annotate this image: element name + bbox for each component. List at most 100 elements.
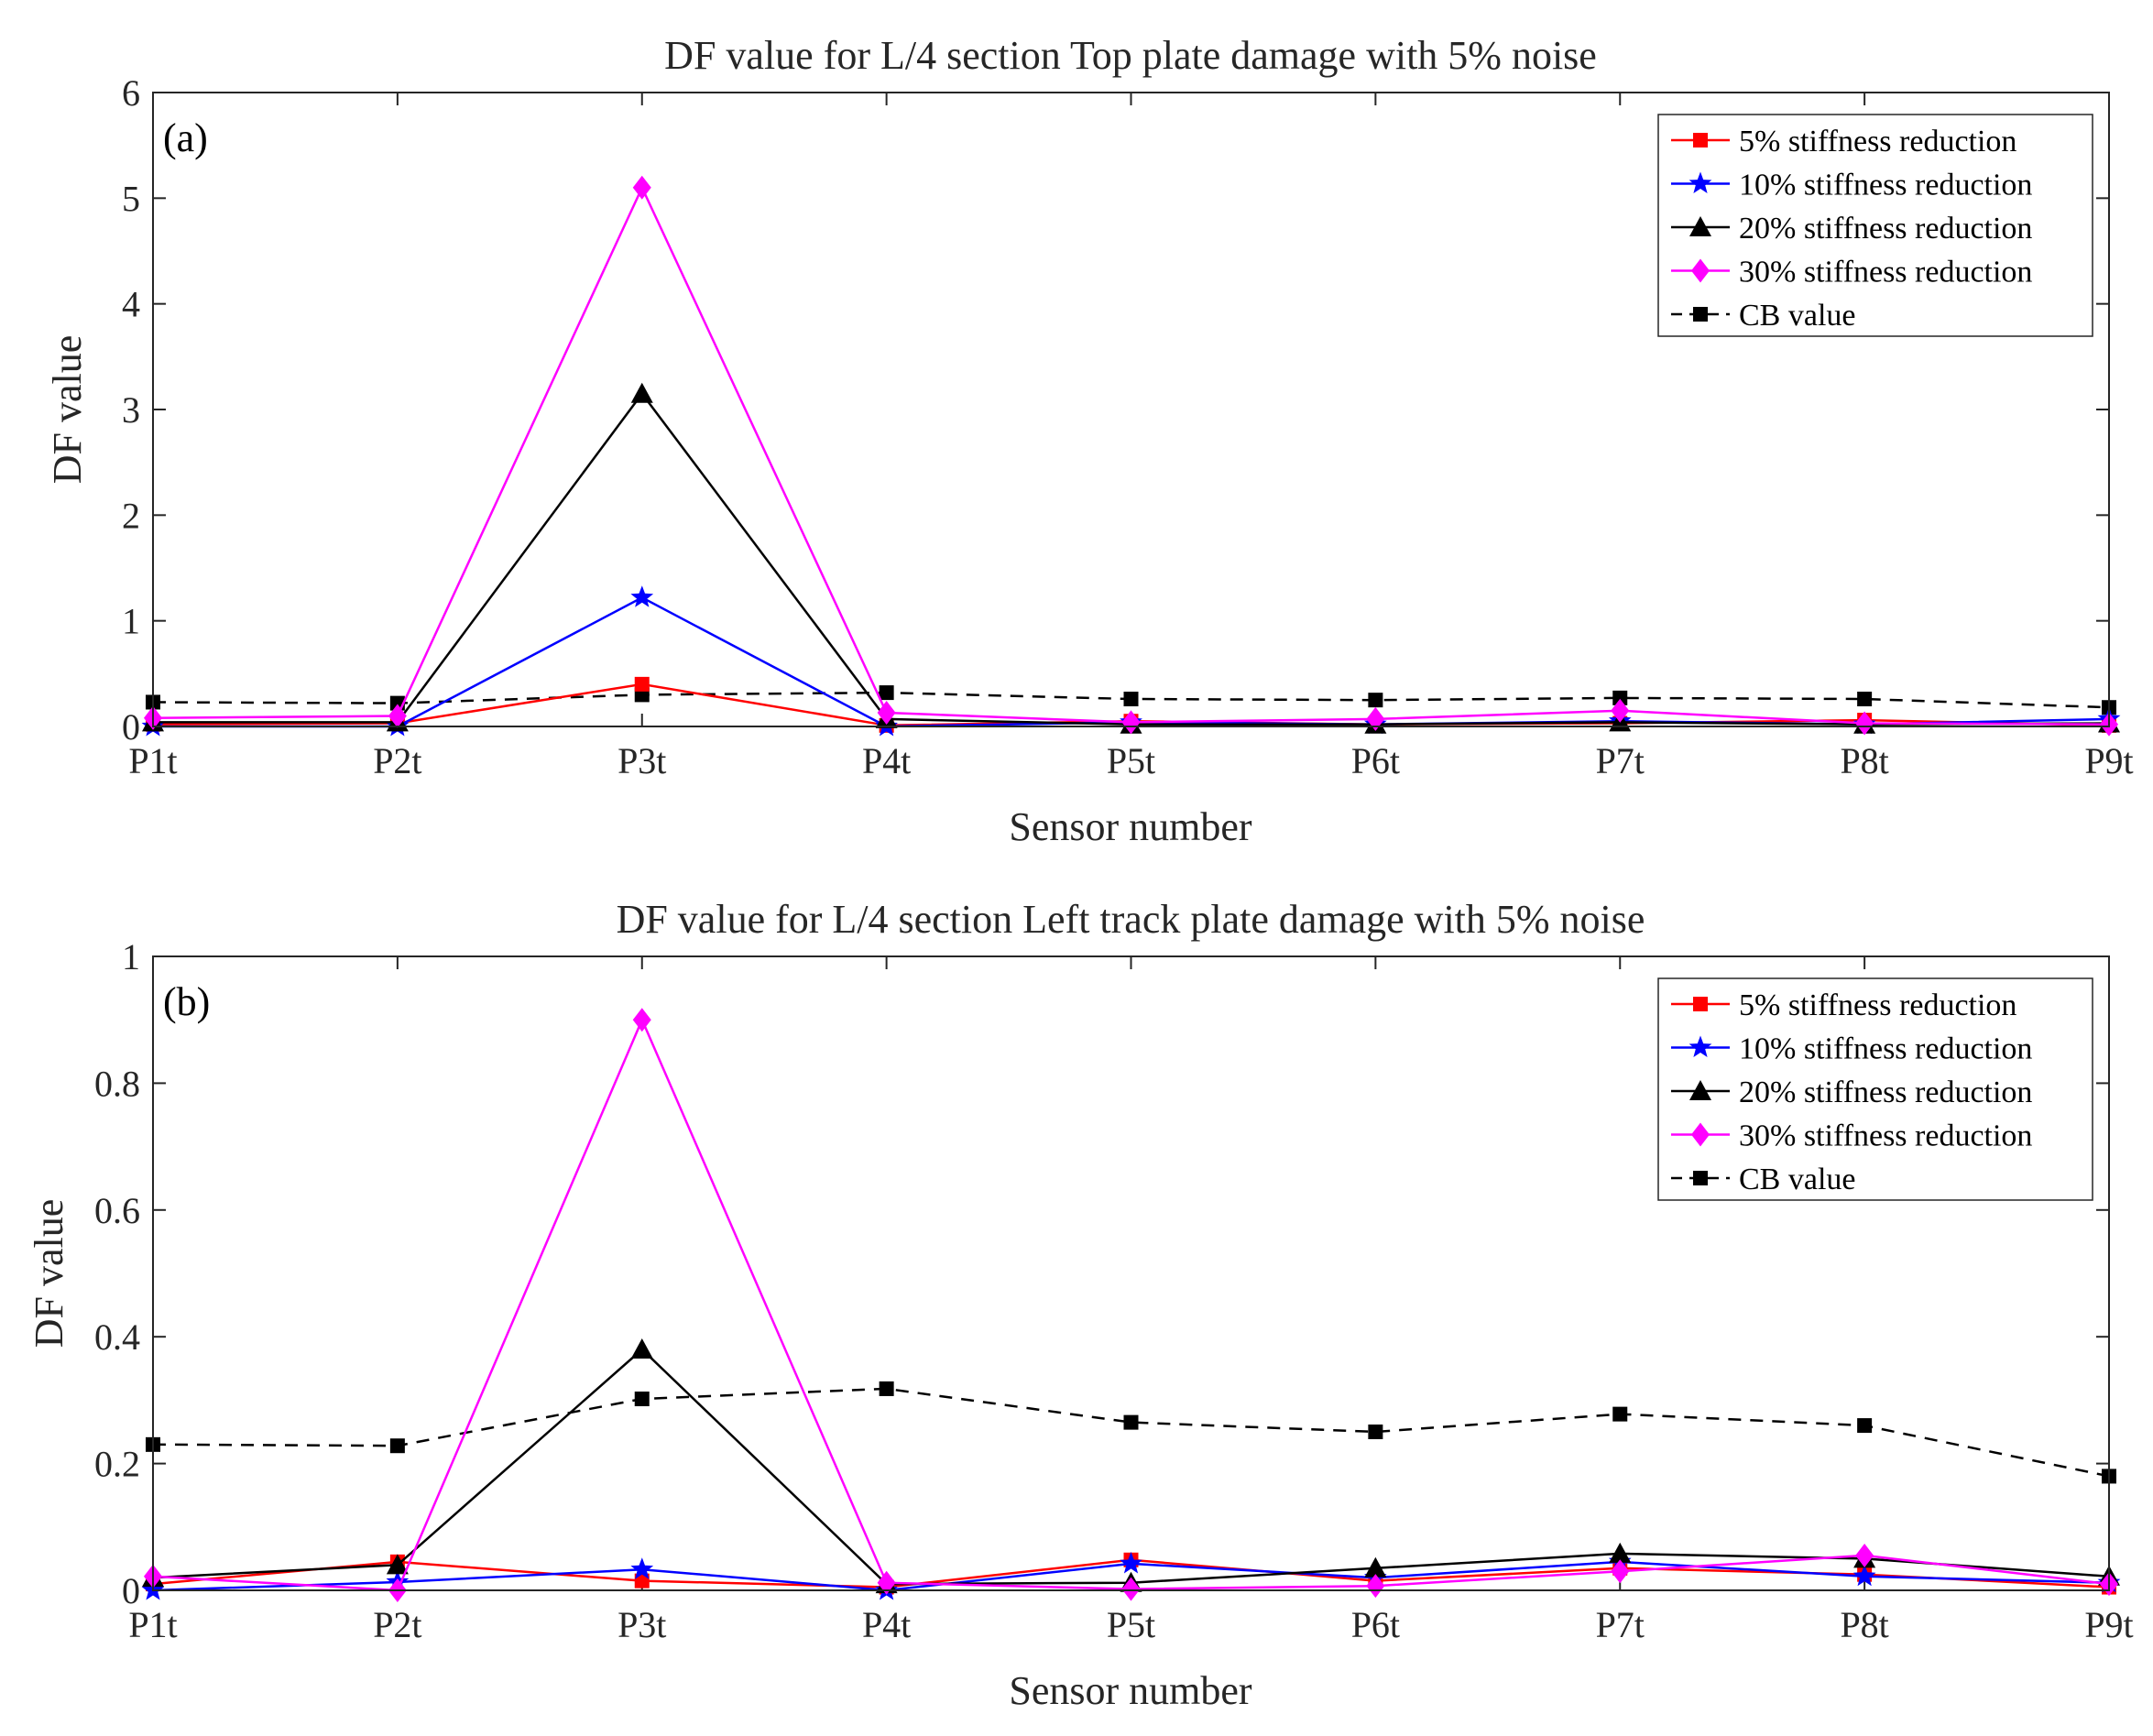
legend-label: 5% stiffness reduction	[1739, 988, 2016, 1022]
data-point-p6t	[1366, 1574, 1385, 1599]
legend-item-20-stiffness-reduction: 20% stiffness reduction	[1671, 1075, 2032, 1109]
data-point-p7t	[1611, 698, 1630, 723]
legend-label: CB value	[1739, 299, 1855, 333]
x-tick-label-p2t: P2t	[373, 1604, 421, 1645]
data-point-p2t	[389, 1438, 405, 1454]
data-point-p5t	[1120, 1551, 1142, 1574]
y-tick-label: 4	[122, 284, 140, 325]
axes-box	[152, 955, 2110, 1591]
y-tick-label: 1	[122, 601, 140, 642]
chart-title: DF value for L/4 section Left track plat…	[617, 897, 1645, 942]
legend-label: 20% stiffness reduction	[1739, 1075, 2032, 1109]
y-tick-label: 6	[122, 72, 140, 114]
chart-panel-a: 0 1 2 3 4 5 6 P1t P2t P3t P4t P5t P6t P7t P8t P9t DF va…	[45, 33, 2134, 849]
y-tick-label: 0	[122, 1570, 140, 1611]
data-point-p6t	[1364, 1556, 1387, 1578]
data-point-p8t	[1857, 1418, 1873, 1434]
series-line	[152, 1387, 2110, 1478]
legend-swatch-marker	[1693, 307, 1708, 322]
data-point-p7t	[1612, 690, 1628, 705]
data-point-p3t	[634, 676, 650, 692]
legend-box	[1657, 977, 2093, 1201]
legend-swatch-marker	[1693, 997, 1708, 1011]
x-tick-label-p4t: P4t	[862, 740, 911, 781]
legend-swatch-marker	[1693, 1171, 1708, 1185]
legend-item-30-stiffness-reduction: 30% stiffness reduction	[1671, 1119, 2032, 1153]
data-point-p2t	[386, 1554, 409, 1575]
x-tick-label-p9t: P9t	[2084, 1604, 2133, 1645]
x-tick-label-p6t: P6t	[1351, 740, 1400, 781]
data-point-p3t	[634, 1573, 650, 1589]
y-tick-label: 2	[122, 495, 140, 536]
axis-ticks: 0 0.2 0.4 0.6 0.8 1 P1t P2t P3t P4t P5t P6t P7t P8t P9…	[94, 936, 2134, 1645]
x-tick-label-p4t: P4t	[862, 1604, 911, 1645]
chart-panel-b: 0 0.2 0.4 0.6 0.8 1 P1t P2t P3t P4t P5t P6t P7t P8t P9…	[27, 897, 2134, 1713]
data-point-p5t	[1123, 692, 1139, 707]
legend-item-5-stiffness-reduction: 5% stiffness reduction	[1671, 988, 2016, 1022]
data-point-p7t	[1611, 1559, 1630, 1584]
y-axis-label: DF value	[27, 1199, 71, 1348]
legend-swatch-marker	[1693, 133, 1708, 147]
data-point-p3t	[630, 585, 654, 607]
data-point-p8t	[1855, 1543, 1874, 1567]
legend-item-30-stiffness-reduction: 30% stiffness reduction	[1671, 256, 2032, 289]
axes-box	[152, 92, 2110, 727]
series-30-stiffness-reduction	[144, 1008, 2118, 1602]
y-tick-label: 0.2	[94, 1444, 140, 1485]
legend-items: 5% stiffness reduction 10% stiffness redu…	[1671, 988, 2032, 1196]
axis-ticks: 0 1 2 3 4 5 6 P1t P2t P3t P4t P5t P6t P7t P8t P9t	[122, 72, 2134, 781]
x-tick-label-p3t: P3t	[617, 740, 666, 781]
legend-items: 5% stiffness reduction 10% stiffness redu…	[1671, 125, 2032, 333]
x-tick-label-p7t: P7t	[1596, 1604, 1645, 1645]
legend: 5% stiffness reduction 10% stiffness redu…	[1657, 977, 2093, 1201]
data-point-p4t	[879, 685, 894, 701]
data-point-p3t	[632, 175, 651, 200]
x-tick-label-p2t: P2t	[373, 740, 421, 781]
legend-swatch-marker	[1689, 1035, 1712, 1057]
data-point-p7t	[1612, 1406, 1628, 1422]
data-point-p4t	[877, 1570, 896, 1595]
data-point-p6t	[1368, 693, 1383, 708]
y-axis-label: DF value	[45, 335, 90, 485]
data-point-p3t	[634, 1392, 650, 1407]
x-tick-label-p9t: P9t	[2084, 740, 2133, 781]
legend-label: 20% stiffness reduction	[1739, 212, 2032, 246]
data-point-p4t	[877, 701, 896, 726]
x-axis-label: Sensor number	[1009, 804, 1252, 849]
data-point-p5t	[1121, 1577, 1141, 1601]
legend-item-5-stiffness-reduction: 5% stiffness reduction	[1671, 125, 2016, 158]
legend-label: CB value	[1739, 1163, 1855, 1196]
y-tick-label: 0.6	[94, 1190, 140, 1231]
x-tick-label-p5t: P5t	[1107, 740, 1155, 781]
data-point-p5t	[1123, 1414, 1139, 1430]
series-cb-value	[146, 685, 2116, 715]
series-group	[141, 175, 2121, 737]
data-point-p3t	[630, 1338, 653, 1359]
data-point-p8t	[1855, 711, 1874, 736]
data-point-p3t	[632, 1008, 651, 1032]
data-point-p5t	[1121, 710, 1141, 735]
y-tick-label: 0.8	[94, 1063, 140, 1104]
legend-item-10-stiffness-reduction: 10% stiffness reduction	[1671, 169, 2032, 202]
data-point-p4t	[879, 1381, 894, 1396]
legend-swatch-marker	[1689, 1080, 1711, 1100]
x-tick-label-p8t: P8t	[1840, 1604, 1888, 1645]
panel-label: (a)	[163, 115, 208, 160]
legend-label: 10% stiffness reduction	[1739, 169, 2032, 202]
y-tick-label: 1	[122, 936, 140, 977]
data-point-p8t	[1852, 1564, 1876, 1587]
x-tick-label-p1t: P1t	[128, 1604, 177, 1645]
data-point-p6t	[1368, 1425, 1383, 1439]
legend-label: 30% stiffness reduction	[1739, 256, 2032, 289]
x-tick-label-p6t: P6t	[1351, 1604, 1400, 1645]
legend-label: 30% stiffness reduction	[1739, 1119, 2032, 1153]
legend-box	[1657, 114, 2093, 337]
x-tick-label-p1t: P1t	[128, 740, 177, 781]
x-tick-label-p7t: P7t	[1596, 740, 1645, 781]
data-point-p3t	[630, 1557, 654, 1579]
chart-title: DF value for L/4 section Top plate damag…	[664, 33, 1597, 78]
panel-label: (b)	[163, 979, 210, 1024]
legend: 5% stiffness reduction 10% stiffness redu…	[1657, 114, 2093, 337]
legend-label: 10% stiffness reduction	[1739, 1032, 2032, 1066]
